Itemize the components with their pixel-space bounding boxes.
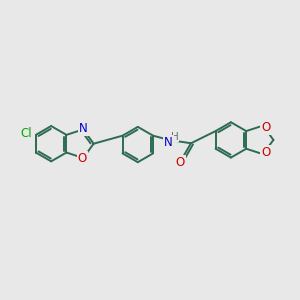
Text: Cl: Cl bbox=[21, 127, 32, 140]
Text: O: O bbox=[261, 121, 270, 134]
Text: O: O bbox=[261, 146, 270, 159]
Text: O: O bbox=[176, 156, 184, 169]
Text: N: N bbox=[79, 122, 88, 135]
Text: N: N bbox=[164, 136, 172, 148]
Text: O: O bbox=[78, 152, 87, 165]
Text: H: H bbox=[171, 131, 178, 142]
